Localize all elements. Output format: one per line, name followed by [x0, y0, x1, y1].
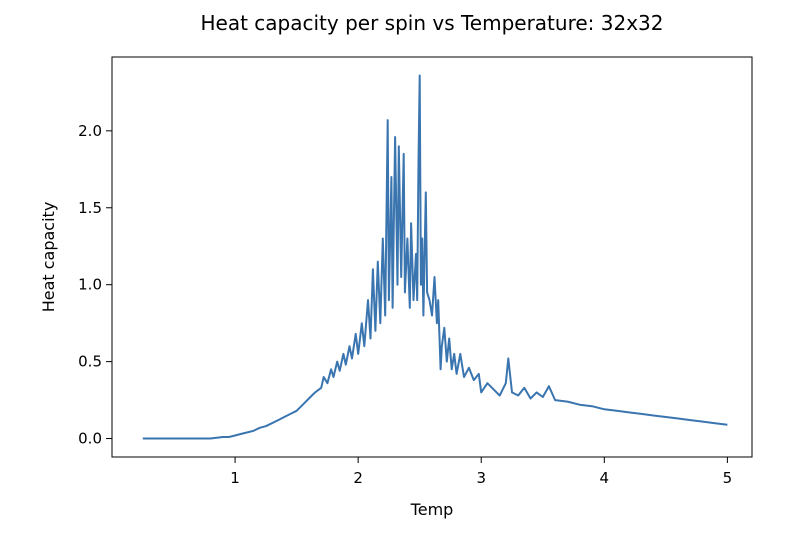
- y-tick-label: 1.0: [78, 276, 102, 294]
- x-axis: 1 2 3 4 5: [230, 457, 732, 487]
- y-tick-label: 0.5: [78, 353, 102, 371]
- x-tick-label: 4: [600, 469, 610, 487]
- y-tick-label: 0.0: [78, 430, 102, 448]
- y-axis: 0.0 0.5 1.0 1.5 2.0: [78, 122, 112, 448]
- plot-area: [111, 56, 753, 458]
- x-tick-label: 2: [353, 469, 363, 487]
- x-tick-label: 5: [723, 469, 733, 487]
- x-tick-label: 3: [476, 469, 486, 487]
- x-axis-label: Temp: [410, 500, 454, 519]
- plot-frame: [111, 56, 753, 458]
- y-tick-label: 1.5: [78, 199, 102, 217]
- heat-capacity-line: [142, 74, 728, 440]
- chart-title: Heat capacity per spin vs Temperature: 3…: [200, 11, 663, 35]
- x-tick-label: 1: [230, 469, 240, 487]
- y-tick-label: 2.0: [78, 122, 102, 140]
- y-axis-label: Heat capacity: [39, 202, 58, 313]
